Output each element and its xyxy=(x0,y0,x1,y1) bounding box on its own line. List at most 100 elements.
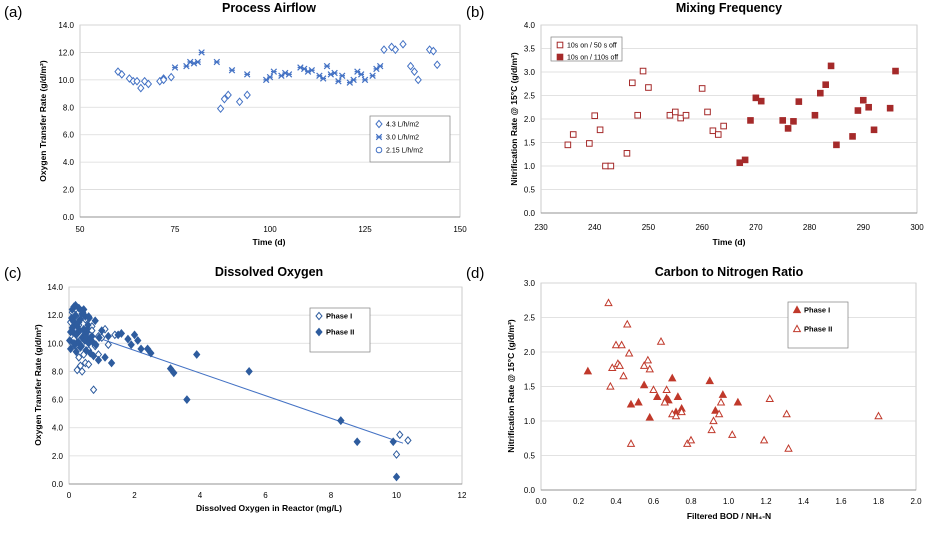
data-point xyxy=(682,111,690,119)
x-tick-label: 1.4 xyxy=(798,497,810,506)
data-point xyxy=(591,112,599,120)
data-point xyxy=(410,67,419,77)
data-point xyxy=(656,337,666,345)
data-point xyxy=(243,71,251,78)
legend-label: 4.3 L/h/m2 xyxy=(386,122,419,129)
x-tick-label: 150 xyxy=(453,225,467,234)
y-tick-label: 2.0 xyxy=(52,452,64,461)
legend-box xyxy=(369,115,451,163)
x-tick-label: 300 xyxy=(910,223,924,232)
data-point xyxy=(404,435,412,445)
data-point xyxy=(626,439,636,447)
data-point xyxy=(602,162,609,170)
data-point xyxy=(779,117,787,124)
series-1 xyxy=(564,67,727,170)
y-axis-label: Oxygen Transfer Rate (g/d/m²) xyxy=(33,324,43,446)
data-point xyxy=(380,45,388,55)
data-point xyxy=(718,390,728,398)
data-point xyxy=(752,94,760,102)
x-tick-label: 0.4 xyxy=(610,497,622,506)
data-point xyxy=(639,67,647,75)
data-point xyxy=(167,72,175,82)
y-tick-label: 10.0 xyxy=(58,76,74,85)
x-tick-label: 290 xyxy=(857,223,871,232)
data-point xyxy=(79,307,87,317)
y-tick-label: 4.0 xyxy=(63,158,75,167)
data-point xyxy=(130,330,139,340)
data-point xyxy=(71,300,80,310)
x-tick-label: 250 xyxy=(642,223,656,232)
data-point xyxy=(399,39,407,49)
y-tick-label: 12.0 xyxy=(58,48,74,57)
data-point xyxy=(117,329,126,338)
data-point xyxy=(337,416,345,426)
y-axis-label: Nitrification Rate @ 15°C (g/d/m²) xyxy=(509,52,519,186)
data-point xyxy=(709,416,718,425)
data-point xyxy=(338,72,346,79)
data-point xyxy=(159,75,168,85)
data-point xyxy=(361,76,369,84)
data-point xyxy=(645,412,654,421)
data-point xyxy=(671,411,681,420)
x-tick-label: 240 xyxy=(588,223,602,232)
data-point xyxy=(664,395,673,404)
data-point xyxy=(645,84,652,91)
data-point xyxy=(728,430,737,438)
data-point xyxy=(245,367,253,376)
x-tick-label: 280 xyxy=(803,223,817,232)
data-point xyxy=(369,72,376,79)
legend-marker xyxy=(375,133,383,141)
data-point xyxy=(660,397,669,406)
data-point xyxy=(285,71,293,78)
panel-letter: (b) xyxy=(466,4,484,21)
data-point xyxy=(759,435,769,444)
data-point xyxy=(790,118,797,125)
data-point xyxy=(88,337,97,347)
data-point xyxy=(194,58,202,66)
data-point xyxy=(673,392,683,400)
y-tick-label: 3.0 xyxy=(524,279,536,288)
data-point xyxy=(623,319,632,328)
data-point xyxy=(137,344,145,354)
data-point xyxy=(668,409,677,418)
data-point xyxy=(124,334,132,344)
data-point xyxy=(224,90,232,100)
plot-area xyxy=(68,286,463,485)
data-point xyxy=(75,326,84,336)
y-tick-label: 14.0 xyxy=(47,283,63,292)
data-point xyxy=(811,111,819,119)
x-tick-label: 2.0 xyxy=(910,497,922,506)
data-point xyxy=(433,60,441,70)
data-point xyxy=(220,94,229,104)
data-point xyxy=(624,348,634,357)
y-tick-label: 4.0 xyxy=(524,21,536,30)
data-point xyxy=(886,104,894,112)
legend-marker xyxy=(375,146,383,154)
data-point xyxy=(171,64,179,71)
data-point xyxy=(213,58,221,66)
data-point xyxy=(709,127,717,135)
y-tick-label: 0.5 xyxy=(524,452,536,461)
x-tick-label: 10 xyxy=(392,491,401,500)
data-point xyxy=(389,437,397,447)
data-point xyxy=(874,411,883,420)
x-tick-label: 1.8 xyxy=(873,497,885,506)
data-point xyxy=(376,62,384,70)
legend-label: 10s on / 50 s off xyxy=(567,43,617,50)
data-point xyxy=(619,371,628,380)
x-tick-label: 260 xyxy=(695,223,709,232)
trendline xyxy=(68,327,404,444)
data-point xyxy=(71,310,80,320)
data-point xyxy=(392,450,401,459)
data-point xyxy=(711,406,720,414)
data-point xyxy=(643,355,653,364)
data-point xyxy=(649,385,658,394)
data-point xyxy=(859,96,867,104)
data-point xyxy=(653,392,662,400)
data-point xyxy=(733,397,743,406)
data-point xyxy=(73,365,81,375)
data-point xyxy=(698,85,706,92)
data-point xyxy=(91,316,99,326)
x-tick-label: 6 xyxy=(263,491,268,500)
